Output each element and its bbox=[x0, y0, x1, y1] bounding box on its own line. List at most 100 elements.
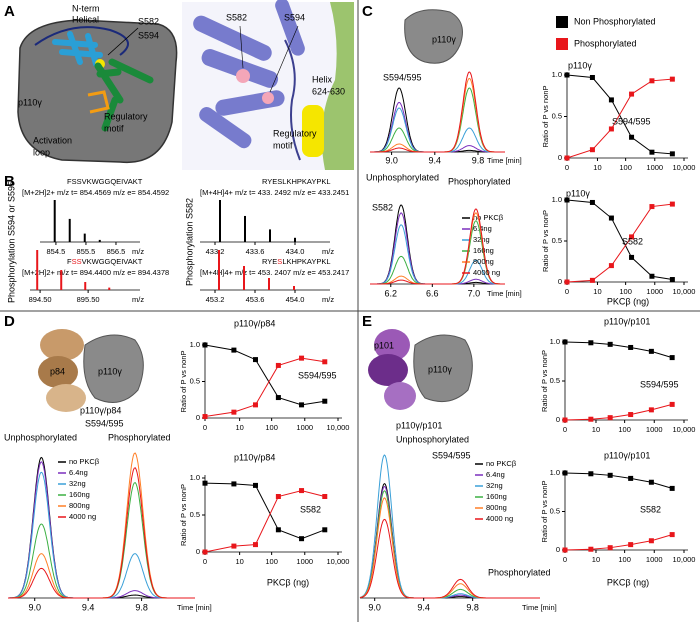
x-tick-label: 1000 bbox=[296, 557, 313, 566]
x-tick-label: 9.0 bbox=[385, 155, 398, 165]
x-axis-label: m/z bbox=[322, 295, 334, 304]
label: 624-630 bbox=[312, 86, 345, 96]
series-line bbox=[566, 199, 673, 281]
legend-label: 4000 ng bbox=[69, 512, 96, 521]
x-tick-label: 7.0 bbox=[468, 288, 481, 298]
chart-title: p110γ bbox=[568, 60, 592, 70]
x-tick-label: 894.50 bbox=[29, 295, 52, 304]
data-point bbox=[649, 78, 655, 84]
legend-label: 800ng bbox=[69, 501, 90, 510]
y-axis-label: Ratio of P vs nonP bbox=[540, 481, 549, 543]
data-point bbox=[322, 398, 328, 404]
data-point bbox=[322, 527, 328, 533]
data-point bbox=[589, 147, 595, 153]
sequence-part: S bbox=[277, 257, 282, 266]
label: motif bbox=[104, 123, 124, 133]
label: p110γ bbox=[432, 34, 456, 44]
x-tick-label: 100 bbox=[265, 557, 278, 566]
sequence-part: VKWGGQEIVAKT bbox=[82, 257, 143, 266]
label: S594 bbox=[138, 30, 159, 40]
y-axis-label: Ratio of P vs nonP bbox=[541, 210, 550, 272]
annotation: S594/595 bbox=[612, 116, 651, 126]
y-axis-label: Ratio of P vs nonP bbox=[179, 351, 188, 413]
x-tick-label: 6.2 bbox=[385, 288, 398, 298]
label: S582 bbox=[372, 202, 393, 212]
data-point bbox=[607, 341, 613, 347]
label: S582 bbox=[226, 12, 247, 22]
spectrum-header: [M+4H]4+ m/z t= 433. 2492 m/z e= 433.245… bbox=[200, 188, 349, 197]
x-tick-label: 10 bbox=[592, 555, 600, 564]
x-tick-label: 1000 bbox=[296, 423, 313, 432]
data-point bbox=[202, 414, 208, 420]
y-tick-label: 1.0 bbox=[190, 340, 200, 349]
label: Phosphorylated bbox=[488, 567, 551, 577]
legend-label: 160ng bbox=[69, 490, 90, 499]
x-tick-label: 1000 bbox=[646, 425, 663, 434]
label: Phosphorylated bbox=[448, 176, 511, 186]
data-point bbox=[231, 481, 237, 487]
chart-title: p110γ bbox=[566, 188, 590, 198]
data-point bbox=[589, 199, 595, 205]
data-point bbox=[202, 480, 208, 486]
data-point bbox=[608, 263, 614, 269]
legend-label: no PKCβ bbox=[69, 457, 100, 466]
axis-label: Phosphorylation S594 or S595 bbox=[6, 181, 16, 303]
x-tick-label: 433.2 bbox=[206, 247, 225, 256]
data-point bbox=[649, 204, 655, 210]
x-tick-label: 0 bbox=[563, 555, 567, 564]
label: p84 bbox=[50, 366, 65, 376]
y-tick-label: 0 bbox=[558, 277, 562, 286]
x-tick-label: 434.0 bbox=[286, 247, 305, 256]
data-point bbox=[608, 126, 614, 132]
series-line bbox=[566, 203, 673, 283]
x-tick-label: 10 bbox=[235, 423, 243, 432]
y-axis-label: Ratio of P vs nonP bbox=[179, 484, 188, 546]
legend-label: 800ng bbox=[473, 257, 494, 266]
label: S594/595 bbox=[85, 418, 124, 428]
legend-label: 6.4ng bbox=[486, 470, 505, 479]
chromatogram-trace bbox=[8, 467, 195, 599]
label: Unphosphorylated bbox=[4, 432, 77, 442]
peptide-sequence: RYESLKHPKAYPKL bbox=[262, 257, 331, 266]
x-tick-label: 855.5 bbox=[77, 247, 96, 256]
chromatogram-trace bbox=[370, 77, 505, 153]
data-point bbox=[231, 543, 237, 549]
chromatogram-trace bbox=[359, 518, 540, 599]
chromatogram-trace bbox=[359, 490, 540, 599]
sequence-part: FSSVKWGGQEIVAKT bbox=[67, 177, 143, 186]
data-point bbox=[322, 359, 328, 365]
label: p101 bbox=[374, 340, 394, 350]
data-point bbox=[608, 97, 614, 103]
chromatogram-trace bbox=[8, 452, 195, 599]
series-line bbox=[204, 490, 325, 553]
sequence-part: RYESLKHPKAYPKL bbox=[262, 177, 331, 186]
y-tick-label: 0 bbox=[556, 415, 560, 424]
data-point bbox=[564, 72, 570, 78]
data-point bbox=[669, 532, 675, 538]
x-tick-label: 10,000 bbox=[327, 423, 350, 432]
legend-label: 800ng bbox=[486, 503, 507, 512]
data-point bbox=[562, 339, 568, 345]
y-tick-label: 0.5 bbox=[190, 376, 200, 385]
x-axis-label: PKCβ (ng) bbox=[607, 296, 649, 306]
y-tick-label: 1.0 bbox=[552, 195, 562, 204]
data-point bbox=[589, 277, 595, 283]
data-point bbox=[299, 402, 305, 408]
label: Helical bbox=[72, 14, 99, 24]
legend-label: 160ng bbox=[486, 492, 507, 501]
x-tick-label: 10,000 bbox=[673, 287, 696, 296]
chromatogram-trace bbox=[359, 497, 540, 599]
series-line bbox=[204, 357, 325, 418]
data-point bbox=[588, 471, 594, 477]
x-tick-label: 1000 bbox=[646, 163, 663, 172]
legend-label: 32ng bbox=[69, 479, 86, 488]
x-tick-label: 9.4 bbox=[429, 155, 442, 165]
peptide-sequence: RYESLKHPKAYPKL bbox=[262, 177, 331, 186]
series-line bbox=[564, 341, 673, 359]
x-axis-label: Time [min] bbox=[487, 156, 522, 165]
series-line bbox=[566, 74, 673, 155]
series-line bbox=[204, 482, 325, 540]
data-point bbox=[231, 409, 237, 415]
p110-cartoon bbox=[404, 9, 463, 64]
data-point bbox=[669, 401, 675, 407]
